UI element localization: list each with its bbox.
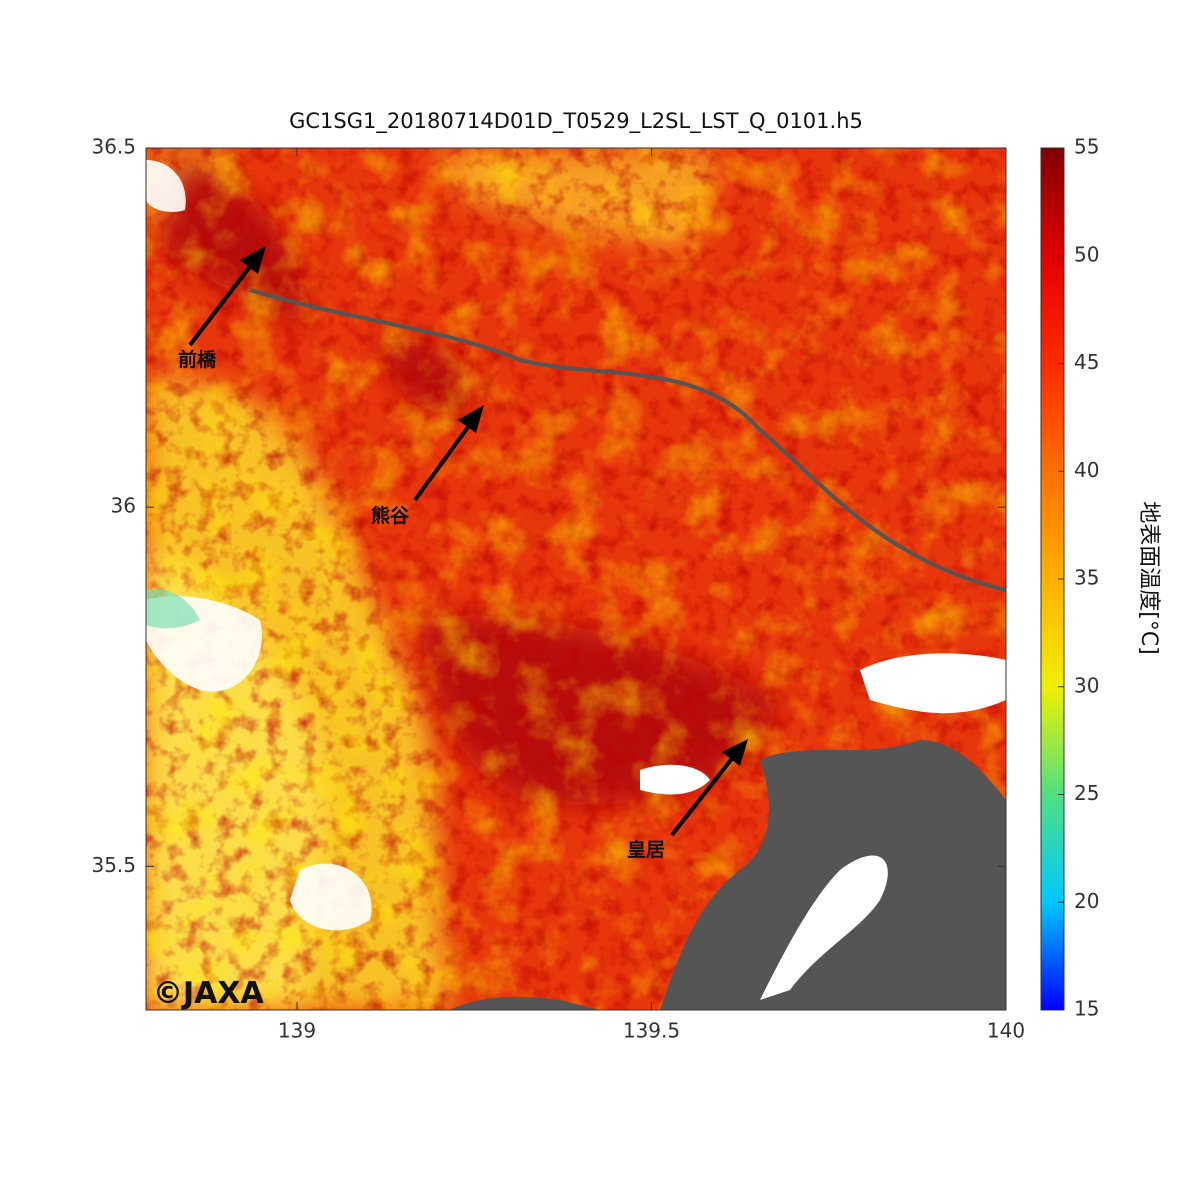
- annotation: 皇居: [627, 838, 665, 861]
- colorbar-tick-label: 25: [1074, 781, 1099, 805]
- x-tick-label: 139: [278, 1019, 316, 1043]
- y-tick-label: 36.5: [91, 135, 136, 159]
- colorbar-tick-label: 55: [1074, 135, 1099, 159]
- colorbar-tick-label: 15: [1074, 997, 1099, 1021]
- colorbar-tick-label: 20: [1074, 889, 1099, 913]
- x-tick-label: 139.5: [623, 1019, 680, 1043]
- colorbar-tick-label: 50: [1074, 242, 1099, 266]
- annotation: 前橋: [178, 348, 217, 371]
- lst-map: [146, 148, 1006, 1010]
- colorbar-label: 地表面温度[°C]: [1136, 501, 1161, 655]
- x-tick-label: 140: [987, 1019, 1025, 1043]
- y-tick-label: 35.5: [91, 853, 136, 877]
- y-tick-label: 36: [111, 494, 136, 518]
- colorbar-tick-label: 30: [1074, 673, 1099, 697]
- annotation: 熊谷: [371, 504, 410, 527]
- colorbar-tick-label: 40: [1074, 458, 1099, 482]
- colorbar-tick-label: 45: [1074, 350, 1099, 374]
- colorbar-tick-label: 35: [1074, 566, 1099, 590]
- title: GC1SG1_20180714D01D_T0529_L2SL_LST_Q_010…: [289, 109, 863, 134]
- plot-frame: [145, 147, 1007, 1011]
- arrows: [188, 246, 748, 837]
- watermark: ©JAXA: [153, 976, 265, 1011]
